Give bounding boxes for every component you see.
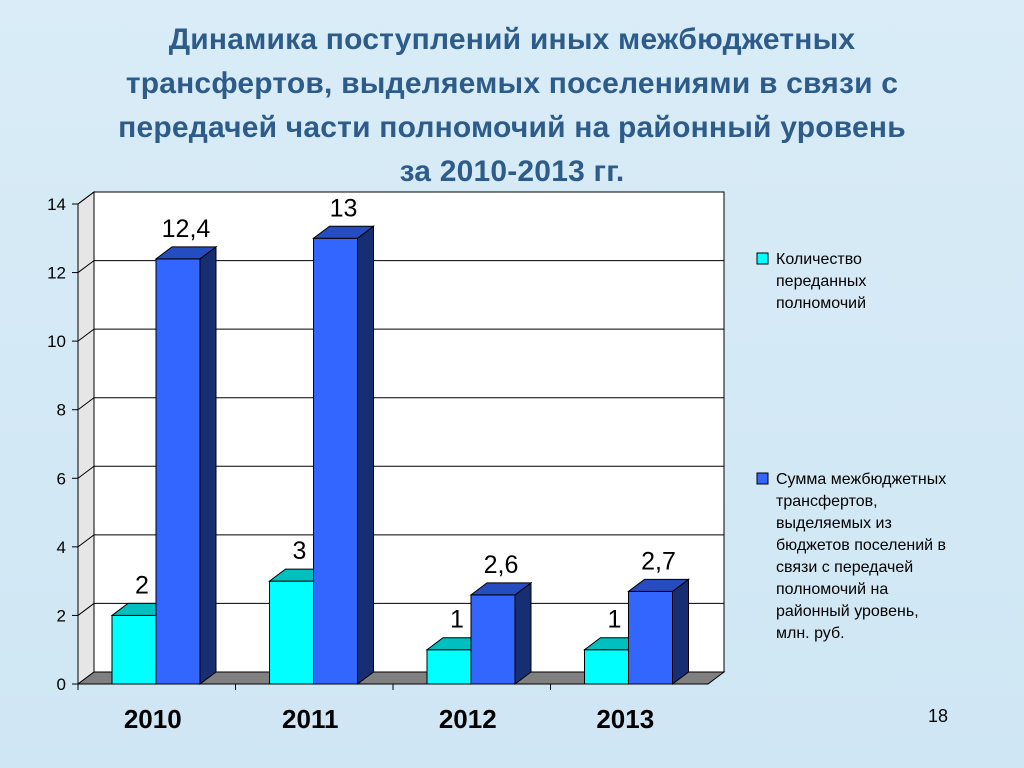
x-axis: 2010 2011 2012 2013 [77,684,654,734]
bar-2011-series-2 [312,225,375,685]
data-label-2012-series-1: 1 [450,606,464,634]
legend-label-series-2: полномочий на [776,581,888,598]
gridline [77,397,724,411]
gridline [77,465,724,479]
gridline [77,534,724,548]
bar-front [269,580,314,685]
bar-2013-series-2 [627,578,690,685]
bar-front [584,649,629,685]
data-labels: 2 12,4 3 13 1 2,6 1 2,7 [135,194,676,633]
chart-side-wall [77,191,95,685]
legend-swatch-series-2 [756,472,769,485]
data-label-2011-series-1: 3 [293,537,307,565]
legend-label-series-2: трансфертов, [776,493,878,510]
bar-top [154,246,218,260]
y-tick-label: 6 [57,469,66,488]
gridline [77,328,724,342]
slide-title: Динамика поступлений иных межбюджетных т… [40,18,984,194]
legend-label-series-2: млн. руб. [776,625,845,642]
y-tick-label: 10 [47,332,66,351]
bar-side [199,245,217,685]
legend-label-series-1: Количество [776,251,862,268]
data-label-2010-series-2: 12,4 [162,215,211,243]
gridline [77,191,724,205]
bar-top [469,582,533,596]
bar-front [470,594,516,685]
page-number: 18 [928,706,949,726]
y-tick-label: 2 [57,606,66,625]
data-label-2013-series-2: 2,7 [641,547,676,575]
legend: Количество переданных полномочий Сумма межб… [756,251,946,642]
y-tick-label: 12 [47,264,66,283]
title-line: Динамика поступлений иных межбюджетных [168,23,856,56]
legend-label-series-2: Сумма межбюджетных [776,471,946,488]
title-line: передачей части полномочий на районный у… [118,111,906,144]
y-tick-label: 4 [57,538,66,557]
legend-label-series-2: выделяемых из [776,515,892,532]
legend-label-series-1: полномочий [776,295,866,312]
bar-side [514,581,532,685]
bar-2010-series-2 [154,245,218,685]
bar-top [312,225,375,239]
legend-label-series-2: районный уровень, [776,603,919,620]
bar-front [426,649,472,685]
bar-side [357,225,374,685]
legend-label-series-2: бюджетов поселений в [776,537,946,554]
x-category-label-2010: 2010 [124,704,182,734]
title-line: трансфертов, выделяемых поселениями в св… [125,67,899,100]
legend-label-series-2: связи с передачей [776,559,913,576]
x-category-label-2013: 2013 [596,704,654,734]
bar-top [627,578,690,592]
title-line: за 2010-2013 гг. [399,155,625,188]
y-tick-label: 0 [57,675,66,694]
bar-front [628,590,673,685]
legend-label-series-1: переданных [776,273,866,290]
y-tick-label: 8 [57,401,66,420]
gridline [77,260,724,273]
data-label-2010-series-1: 2 [135,571,149,599]
bar-side [672,578,689,685]
x-category-label-2012: 2012 [439,704,497,734]
bar-front [313,237,358,685]
y-tick-label: 14 [47,195,66,214]
bar-front [155,258,201,685]
x-category-label-2011: 2011 [282,704,338,734]
bars [110,225,690,685]
data-label-2012-series-2: 2,6 [484,551,519,579]
data-label-2013-series-1: 1 [608,606,622,634]
legend-swatch-series-1 [756,252,769,265]
bar-front [111,614,157,685]
bar-2012-series-2 [469,581,533,685]
data-label-2011-series-2: 13 [330,194,358,222]
